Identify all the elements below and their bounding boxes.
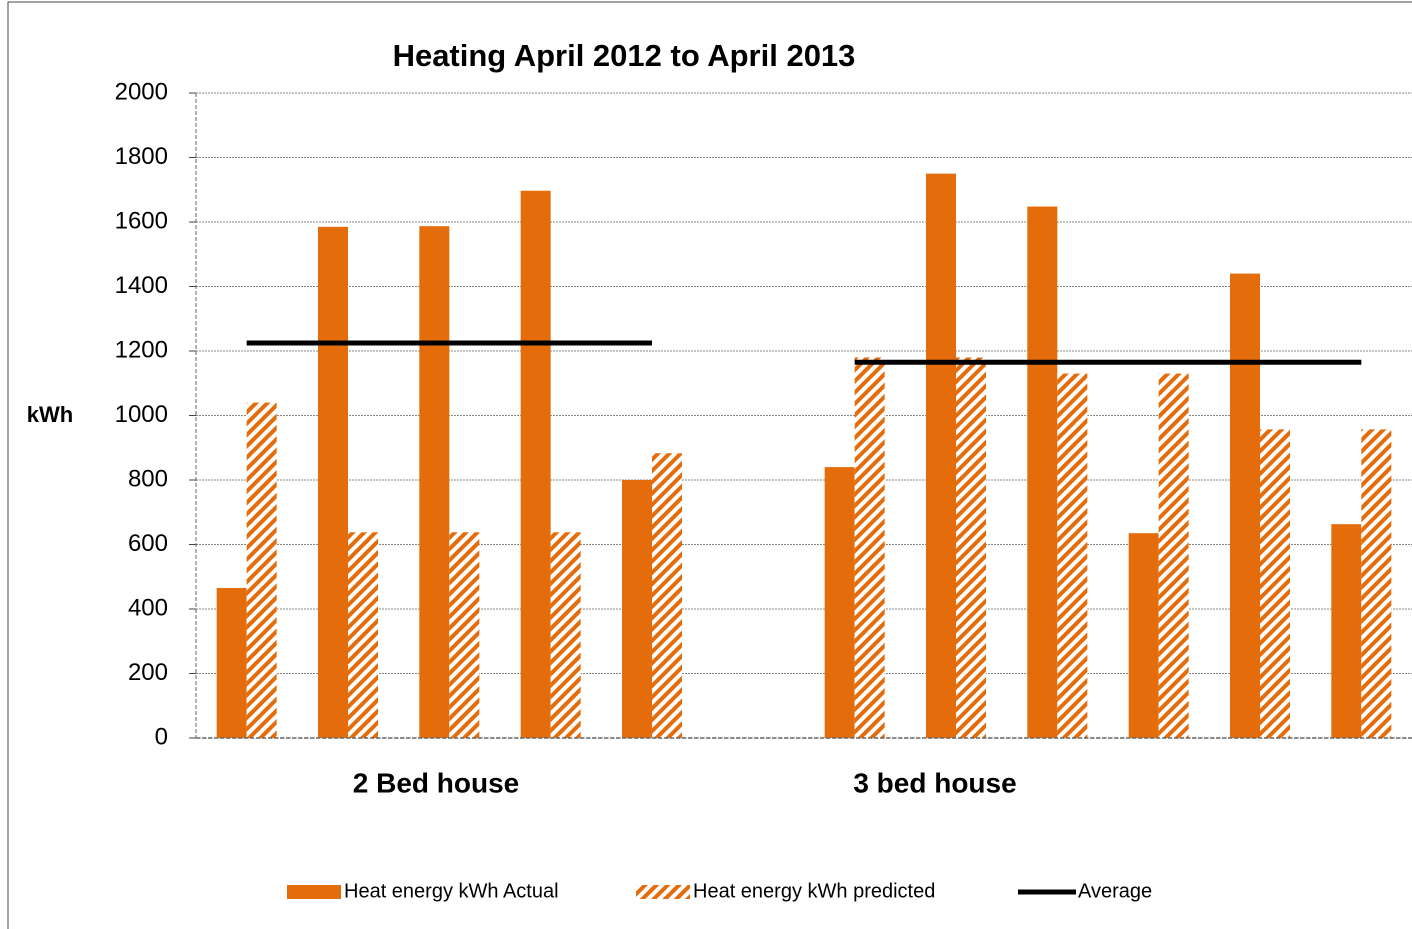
y-tick-label: 2000 [115,78,168,105]
legend-label: Heat energy kWh Actual [344,880,559,902]
legend-label: Heat energy kWh predicted [693,880,935,902]
y-tick-label: 600 [128,530,168,557]
y-axis-label: kWh [27,402,73,427]
bar [1331,524,1362,738]
y-tick-label: 1800 [115,143,168,170]
bar [926,173,956,738]
bar [824,467,855,738]
y-tick-label: 1000 [115,401,168,428]
y-tick-label: 200 [128,659,168,686]
chart-title: Heating April 2012 to April 2013 [393,38,856,73]
bar [956,357,986,738]
y-tick-label: 400 [128,594,168,621]
bar [550,532,581,738]
legend-swatch [287,885,341,899]
bar [246,402,277,738]
y-tick-label: 800 [128,465,168,492]
legend-swatch [636,885,690,899]
y-tick-label: 1600 [115,207,168,234]
bar [348,532,378,738]
frame [7,1,1412,929]
bar [854,357,885,738]
bar [216,588,247,738]
bar [318,226,348,738]
bar [652,453,682,738]
bar [622,480,652,738]
y-tick-label: 1400 [115,272,168,299]
legend-label: Average [1078,880,1152,902]
group-label: 3 bed house [853,767,1016,798]
bar [1158,373,1189,738]
y-tick-label: 0 [155,723,168,750]
bar [1361,429,1392,738]
bar [1057,373,1088,738]
bar [1027,206,1058,738]
bar [449,532,480,738]
bar [419,226,450,738]
bar [1230,273,1260,738]
y-tick-label: 1200 [115,336,168,363]
bar [520,190,551,738]
bar [1260,429,1290,738]
group-label: 2 Bed house [353,767,519,798]
bar [1128,533,1159,738]
